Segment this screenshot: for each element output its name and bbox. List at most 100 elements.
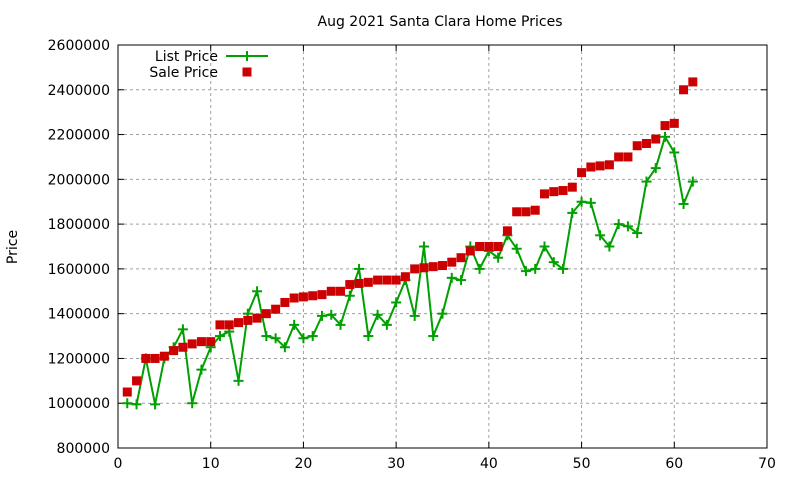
list-price-point (187, 398, 198, 409)
list-price-point (335, 319, 346, 330)
y-tick-label: 1000000 (48, 396, 110, 412)
x-tick-label: 0 (114, 456, 123, 472)
list-price-point (316, 310, 327, 321)
list-price-point (428, 331, 439, 342)
sale-price-point (224, 320, 234, 330)
x-tick-label: 60 (665, 456, 683, 472)
sale-price-point (271, 304, 281, 314)
list-price-point (363, 331, 374, 342)
sale-price-point (641, 139, 651, 149)
list-price-point (446, 272, 457, 283)
list-price-point (595, 230, 606, 241)
x-tick-label: 30 (387, 456, 405, 472)
sale-price-point (122, 387, 132, 397)
list-price-point (567, 207, 578, 218)
sale-price-point (465, 246, 475, 256)
sale-price-point (521, 207, 531, 217)
sale-price-point (178, 342, 188, 352)
sale-price-point (558, 186, 568, 196)
sale-price-point (169, 346, 179, 356)
list-price-point (650, 163, 661, 174)
legend-label-list: List Price (155, 49, 218, 65)
sale-price-point (289, 293, 299, 303)
list-price-point (252, 286, 263, 297)
sale-price-point (308, 291, 318, 301)
list-price-point (418, 241, 429, 252)
sale-price-point (428, 262, 438, 272)
y-tick-label: 2400000 (48, 83, 110, 99)
sale-price-point (614, 152, 624, 162)
x-tick-label: 40 (480, 456, 498, 472)
list-price-point (214, 331, 225, 342)
sale-price-point (373, 275, 383, 285)
list-price-point (511, 243, 522, 254)
list-price-point (381, 319, 392, 330)
list-price-point (474, 263, 485, 274)
sale-price-point (400, 272, 410, 282)
list-price-point (576, 196, 587, 207)
list-price-point (409, 310, 420, 321)
sale-price-point (410, 264, 420, 274)
list-price-point (261, 331, 272, 342)
sale-price-point (252, 313, 262, 323)
list-price-point (233, 375, 244, 386)
y-axis-label: Price (5, 230, 21, 264)
y-tick-label: 800000 (57, 441, 110, 457)
list-price-point (150, 399, 161, 410)
y-tick-label: 2200000 (48, 128, 110, 144)
sale-price-point (688, 77, 698, 87)
sale-price-point (196, 337, 206, 347)
sale-price-point (539, 189, 549, 199)
list-price-point (669, 147, 680, 158)
sale-price-point (215, 320, 225, 330)
legend-marker-sale (242, 67, 252, 77)
sale-price-point (679, 85, 689, 95)
sale-price-point (206, 337, 216, 347)
sale-price-point (438, 261, 447, 271)
sale-price-point (345, 280, 355, 290)
sale-price-point (298, 292, 308, 302)
list-price-point (520, 266, 531, 277)
list-price-point (493, 252, 504, 263)
chart-title: Aug 2021 Santa Clara Home Prices (318, 14, 563, 30)
y-tick-label: 2600000 (48, 38, 110, 54)
y-tick-label: 1200000 (48, 351, 110, 367)
list-price-point (298, 333, 309, 344)
list-price-point (456, 275, 467, 286)
sale-price-point (419, 263, 429, 273)
list-price-point (632, 228, 643, 239)
sale-price-point (326, 286, 336, 296)
list-price-point (558, 263, 569, 274)
sale-price-point (132, 376, 142, 386)
sale-price-point (512, 207, 522, 217)
x-tick-label: 20 (295, 456, 313, 472)
list-price-point (622, 221, 633, 232)
sale-price-point (549, 187, 559, 197)
sale-price-point (317, 290, 327, 300)
sale-price-point (604, 160, 614, 170)
list-price-point (539, 241, 550, 252)
list-price-point (660, 131, 671, 142)
sale-price-point (280, 297, 290, 307)
list-price-point (687, 176, 698, 187)
sale-price-point (382, 275, 392, 285)
list-price-point (122, 398, 133, 409)
list-price-line (127, 134, 694, 406)
y-tick-label: 1800000 (48, 217, 110, 233)
sale-price-point (141, 353, 151, 363)
sale-price-point (243, 315, 253, 325)
list-price-point (279, 342, 290, 353)
sale-price-point (447, 257, 457, 267)
x-tick-label: 10 (202, 456, 220, 472)
legend-label-sale: Sale Price (149, 65, 218, 81)
sale-price-point (632, 141, 642, 151)
sale-price-point (669, 118, 679, 128)
y-tick-label: 1600000 (48, 262, 110, 278)
sale-price-point (567, 182, 577, 192)
sale-price-point (623, 152, 633, 162)
list-price-point (196, 364, 207, 375)
sale-price-point (159, 351, 169, 361)
list-price-point (678, 198, 689, 209)
x-tick-label: 50 (573, 456, 591, 472)
